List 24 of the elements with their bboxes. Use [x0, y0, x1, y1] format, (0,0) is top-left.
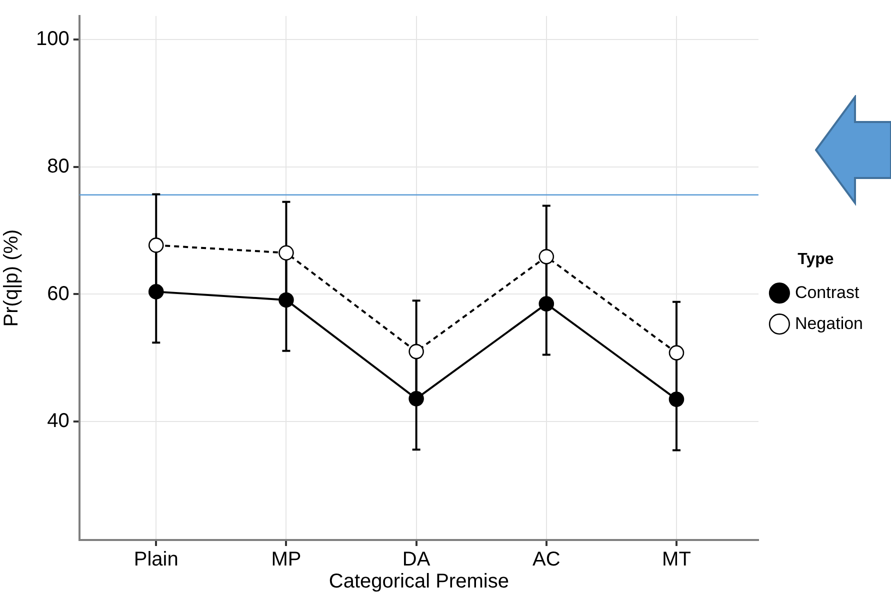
point — [278, 245, 294, 260]
x-tick-label: DA — [402, 548, 431, 571]
point — [148, 238, 164, 253]
x-axis-title: Categorical Premise — [328, 570, 509, 593]
y-tick-label: 100 — [36, 28, 70, 50]
legend-label: Negation — [794, 314, 864, 333]
y-tick-label: 40 — [47, 410, 70, 432]
y-axis-title: Pr(q|p) (%) — [0, 229, 23, 327]
point — [538, 249, 554, 264]
x-tick-label: MT — [662, 548, 691, 571]
x-tick-label: Plain — [134, 548, 178, 571]
y-tick-label: 60 — [47, 282, 70, 305]
point — [668, 392, 684, 407]
point — [408, 391, 424, 406]
y-tick-label: 80 — [47, 155, 70, 178]
point — [148, 284, 164, 300]
x-tick-label: MP — [271, 548, 302, 571]
legend-label: Contrast — [794, 282, 860, 302]
point — [408, 344, 424, 360]
point — [538, 296, 554, 312]
point — [278, 292, 294, 308]
point — [668, 345, 684, 360]
legend-title: Type — [798, 250, 834, 268]
x-tick-label: AC — [532, 548, 560, 571]
